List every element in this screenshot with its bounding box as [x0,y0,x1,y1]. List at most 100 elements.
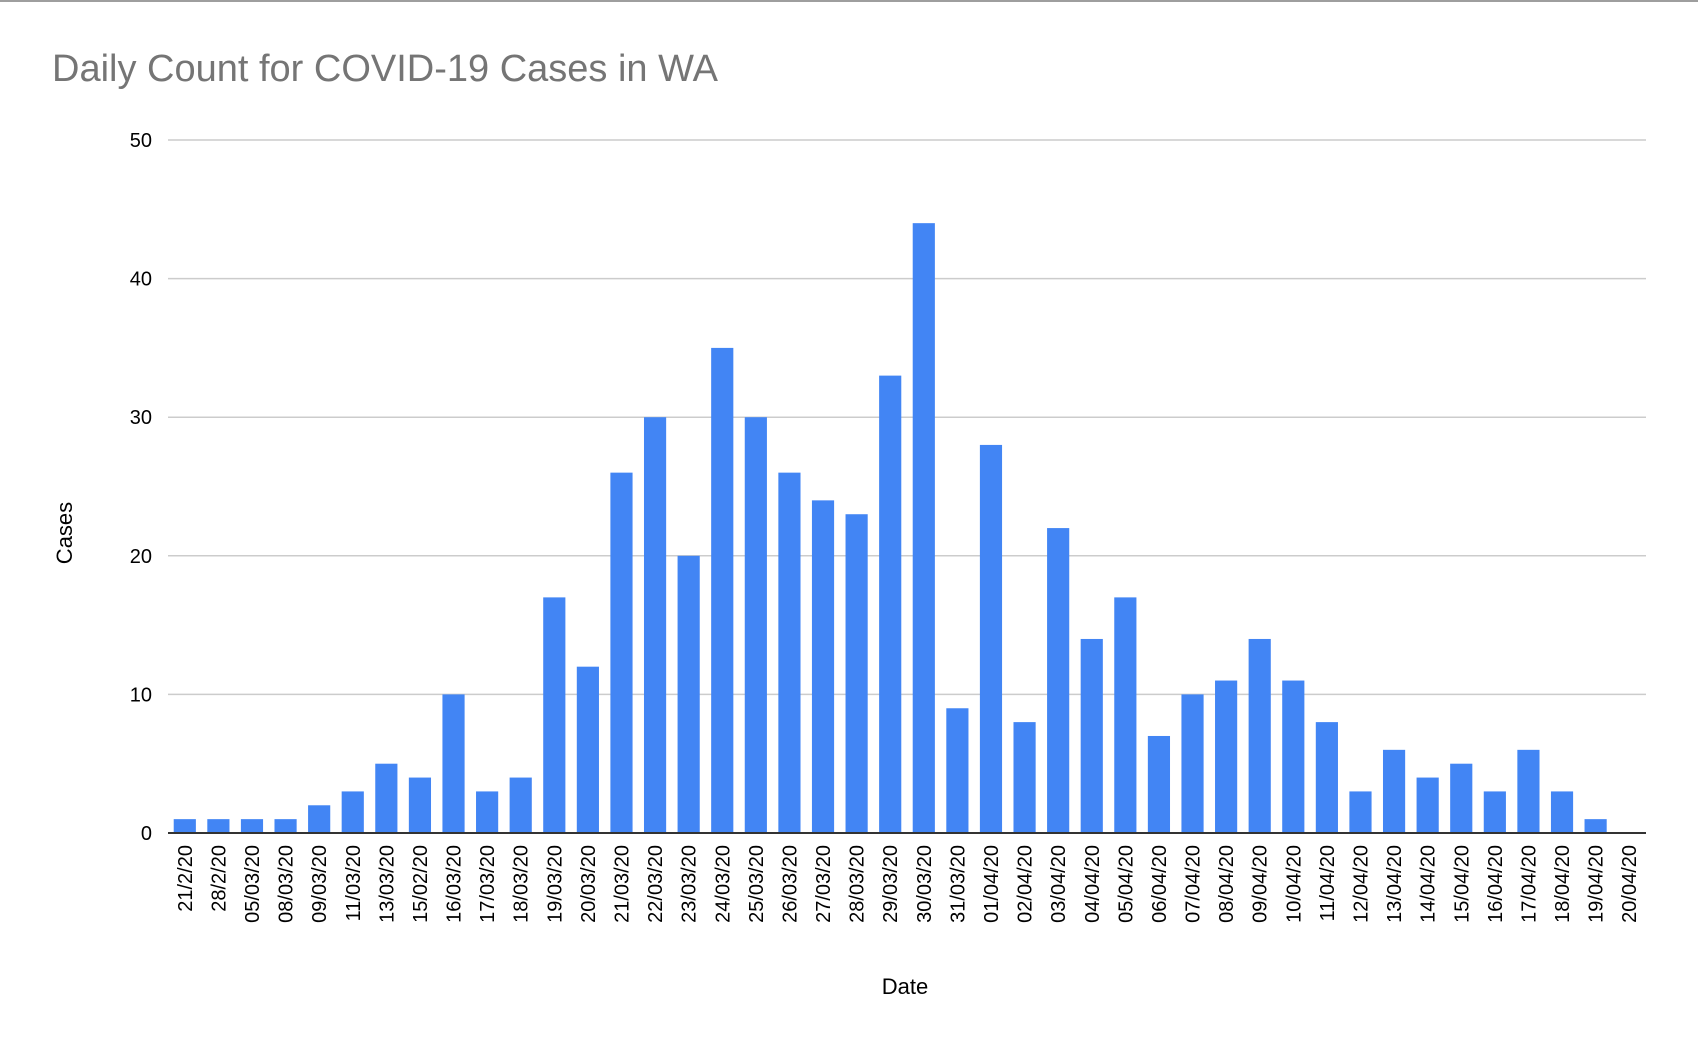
x-tick-label: 06/04/20 [1149,845,1171,923]
x-tick-label: 16/04/20 [1485,845,1507,923]
x-axis-ticks: 21/2/20 28/2/20 05/03/20 08/03/20 09/03/20 11… [175,845,1641,923]
x-tick-label: 09/04/20 [1250,845,1272,923]
bars [174,223,1607,833]
x-tick-label: 14/04/20 [1418,845,1440,923]
bar [745,417,767,833]
bar [1047,528,1069,833]
bar [1551,791,1573,833]
bar [1215,681,1237,833]
x-axis-title: Date [882,974,928,999]
x-tick-label: 03/04/20 [1048,845,1070,923]
bar [711,348,733,833]
bar [1249,639,1271,833]
bar [946,708,968,833]
bar [375,764,397,833]
x-tick-label: 05/03/20 [242,845,264,923]
x-tick-label: 21/2/20 [175,845,197,912]
bar [610,473,632,833]
bar [913,223,935,833]
x-tick-label: 21/03/20 [611,845,633,923]
bar [274,819,296,833]
bar [1114,597,1136,833]
bar [1585,819,1607,833]
bar [510,778,532,833]
y-axis-title: Cases [52,502,77,564]
x-tick-label: 30/03/20 [914,845,936,923]
bar [1349,791,1371,833]
x-tick-label: 13/03/20 [376,845,398,923]
bar [308,805,330,833]
bar [241,819,263,833]
bar [980,445,1002,833]
y-tick-label: 20 [130,546,152,568]
x-tick-label: 12/04/20 [1350,845,1372,923]
x-tick-label: 19/03/20 [544,845,566,923]
bar [1013,722,1035,833]
x-tick-label: 15/04/20 [1451,845,1473,923]
bar [846,514,868,833]
bar [1316,722,1338,833]
x-tick-label: 08/04/20 [1216,845,1238,923]
bar [342,791,364,833]
x-tick-label: 29/03/20 [880,845,902,923]
bar [879,376,901,833]
bar [476,791,498,833]
x-tick-label: 01/04/20 [981,845,1003,923]
x-tick-label: 22/03/20 [645,845,667,923]
bar [577,667,599,833]
bar [1148,736,1170,833]
bar [1383,750,1405,833]
x-tick-label: 17/04/20 [1518,845,1540,923]
bar [174,819,196,833]
bar [1282,681,1304,833]
bar [442,694,464,833]
x-tick-label: 23/03/20 [679,845,701,923]
y-axis-ticks: 0 10 20 30 40 50 [130,130,152,845]
bar [543,597,565,833]
x-tick-label: 31/03/20 [947,845,969,923]
x-tick-label: 13/04/20 [1384,845,1406,923]
x-tick-label: 11/03/20 [343,845,365,921]
bar [1417,778,1439,833]
x-tick-label: 26/03/20 [779,845,801,923]
x-tick-label: 05/04/20 [1115,845,1137,923]
x-tick-label: 24/03/20 [712,845,734,923]
x-tick-label: 20/03/20 [578,845,600,923]
x-tick-label: 09/03/20 [309,845,331,923]
bar [678,556,700,833]
x-tick-label: 11/04/20 [1317,845,1339,921]
bar [409,778,431,833]
y-tick-label: 10 [130,684,152,706]
bar [812,500,834,833]
y-tick-label: 30 [130,407,152,429]
y-tick-label: 40 [130,269,152,291]
bar [1517,750,1539,833]
x-tick-label: 25/03/20 [746,845,768,923]
x-tick-label: 10/04/20 [1283,845,1305,923]
x-tick-label: 02/04/20 [1015,845,1037,923]
x-tick-label: 28/03/20 [847,845,869,923]
y-tick-label: 50 [130,130,152,152]
x-tick-label: 20/04/20 [1619,845,1641,923]
x-tick-label: 16/03/20 [444,845,466,923]
x-tick-label: 27/03/20 [813,845,835,923]
x-tick-label: 08/03/20 [276,845,298,923]
bar [207,819,229,833]
x-tick-label: 15/02/20 [410,845,432,923]
bar [1484,791,1506,833]
bar [1450,764,1472,833]
bar [1081,639,1103,833]
x-tick-label: 18/03/20 [511,845,533,923]
x-tick-label: 28/2/20 [208,845,230,912]
x-tick-label: 18/04/20 [1552,845,1574,923]
x-tick-label: 07/04/20 [1183,845,1205,923]
bar [778,473,800,833]
x-tick-label: 17/03/20 [477,845,499,923]
x-tick-label: 19/04/20 [1586,845,1608,923]
bar [1181,694,1203,833]
y-tick-label: 0 [141,823,152,845]
bar [644,417,666,833]
x-tick-label: 04/04/20 [1082,845,1104,923]
gridlines [168,140,1646,694]
